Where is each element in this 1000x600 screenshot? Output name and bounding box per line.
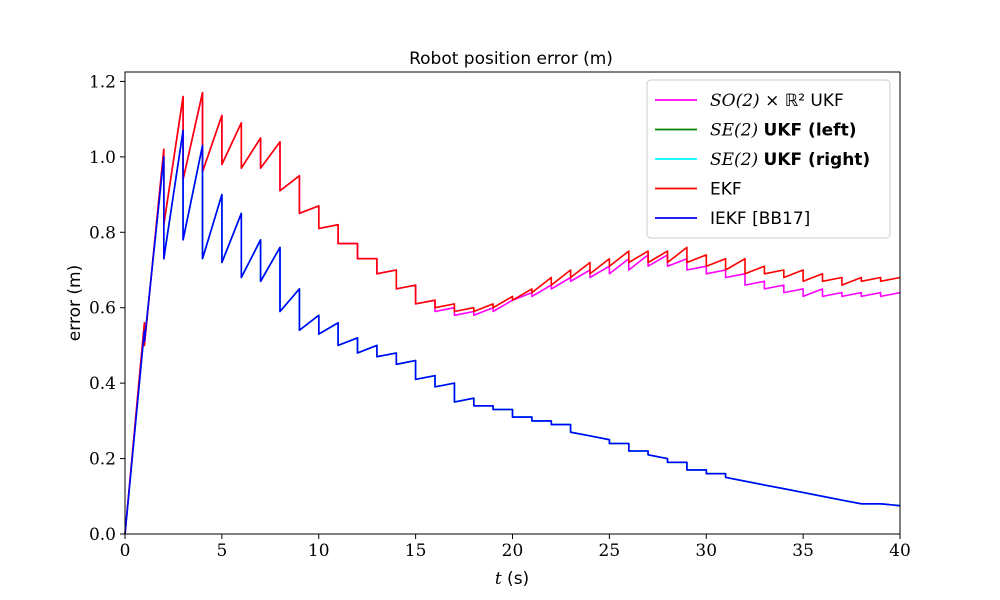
- y-tick-label: 0.8: [89, 223, 116, 243]
- series-line-4: [124, 91, 901, 535]
- legend-label-4: EKF: [710, 180, 742, 200]
- x-tick-label: 0: [120, 541, 131, 561]
- y-axis-label: error (m): [65, 265, 85, 341]
- x-tick-label: 10: [308, 541, 330, 561]
- legend-label-5: IEKF [BB17]: [710, 209, 810, 229]
- legend-box: [646, 79, 891, 239]
- x-axis-label-variable: t: [495, 569, 502, 589]
- y-tick-label: 0.6: [89, 299, 116, 319]
- chart-title: Robot position error (m): [409, 49, 613, 69]
- x-tick-label: 15: [405, 541, 427, 561]
- legend-label-1: SO(2) × ℝ² UKF: [710, 91, 844, 111]
- legend: SO(2) × ℝ² UKF SE(2) UKF (left) SE(2) UKF …: [646, 79, 891, 239]
- x-tick-label: 30: [695, 541, 717, 561]
- y-tick-label: 0.4: [89, 374, 116, 394]
- x-tick-label: 25: [599, 541, 621, 561]
- y-tick-label: 0.2: [89, 450, 116, 470]
- x-axis-label: t (s): [495, 569, 529, 589]
- series-line-5: [124, 129, 901, 535]
- legend-label-2: SE(2) UKF (left): [710, 121, 856, 141]
- x-tick-label: 40: [889, 541, 911, 561]
- x-axis: 0 5 10 15 20 25 30 35 40: [120, 534, 911, 561]
- x-tick-label: 35: [792, 541, 814, 561]
- y-axis: 0.0 0.2 0.4 0.6 0.8 1.0 1.2: [89, 72, 125, 545]
- plot-lines: [124, 91, 901, 535]
- y-tick-label: 0.0: [89, 525, 116, 545]
- y-tick-label: 1.0: [89, 148, 116, 168]
- x-tick-label: 20: [502, 541, 524, 561]
- legend-label-3: SE(2) UKF (right): [710, 150, 870, 170]
- x-tick-label: 5: [216, 541, 227, 561]
- x-axis-label-unit: (s): [502, 569, 530, 589]
- y-tick-label: 1.2: [89, 72, 116, 92]
